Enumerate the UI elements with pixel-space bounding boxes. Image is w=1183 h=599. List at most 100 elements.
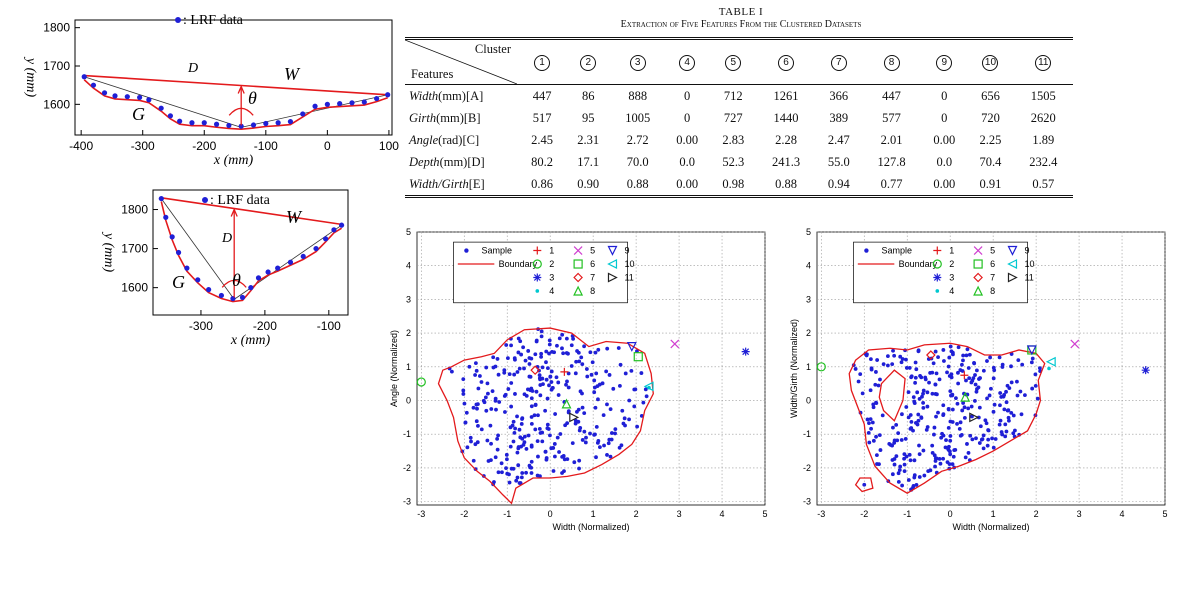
boundary-island [854,477,874,493]
sample-point [987,393,992,398]
sample-point [523,358,528,363]
feature-label: Width(mm)[A] [405,85,519,108]
sample-point [902,469,907,474]
sample-point [620,408,625,413]
x-tick-label: -100 [254,139,278,153]
x-tick-label: 2 [634,509,639,519]
sample-point [504,466,508,471]
x-tick-label: -400 [69,139,93,153]
x-tick-label: 100 [379,139,399,153]
cluster-marker [973,246,983,255]
sample-point [989,386,993,391]
sample-point [461,388,466,393]
table-cell: 447 [882,88,901,103]
table-cell: 2.47 [827,132,850,147]
sample-point [463,420,468,425]
table-cell: 447 [532,88,552,103]
sample-point [934,392,939,397]
sample-point [520,471,525,475]
sample-point [548,433,552,438]
sample-point [582,344,587,349]
sample-point [558,432,563,436]
sample-point [552,454,557,459]
lrf-data-point [324,101,330,107]
lrf-data-point [175,249,182,256]
legend-cluster-label: 2 [549,259,554,269]
sample-point [998,391,1003,395]
sample-point [526,349,531,353]
lrf-data-point [275,120,281,126]
sample-point [513,426,518,431]
sample-point [976,385,981,390]
sample-point [611,386,616,391]
lrf-data-point [213,121,220,127]
lrf-data-point [265,269,271,275]
sample-point [925,390,930,395]
sample-point [509,381,514,385]
sample-point [918,373,922,378]
sample-point [933,349,938,354]
x-tick-label: -300 [131,139,155,153]
table-cell: 2.01 [880,132,903,147]
cluster-marker [532,259,542,269]
cluster-header-4: 4 [664,37,711,85]
cluster-marker [530,365,540,376]
sample-point [489,441,493,446]
y-tick-label: 1600 [43,97,70,111]
sample-point [592,390,597,395]
sample-point [921,400,926,405]
sample-point [881,362,886,367]
sample-point [469,439,473,444]
sample-point [494,407,498,412]
sample-point [529,465,534,470]
feature-name: Angle [409,132,439,147]
sample-point [912,399,917,404]
y-tick-label: 1600 [121,281,148,295]
table-cell: 0.94 [815,173,862,198]
cluster-marker [560,367,569,376]
sample-point [528,374,533,379]
cluster-header-5: 5 [710,37,757,85]
sample-point [873,382,878,387]
sample-point [556,393,561,397]
cluster-marker [935,289,940,293]
x-tick-label: 3 [1077,509,1082,519]
sample-point [894,454,899,459]
y-tick-label: 1800 [43,21,70,35]
sample-point [613,427,618,431]
feature-table-block: TABLE I Extraction of Five Features From… [405,6,1077,198]
lrf-data-point [201,120,207,126]
y-tick-label: 4 [406,261,411,271]
y-tick-label: 4 [806,261,811,271]
sample-point [951,352,955,357]
table-cell: 1440 [773,110,799,125]
sample-point [871,438,876,443]
sample-point [537,426,542,431]
sample-point [981,433,986,438]
sample-point [930,450,935,455]
sample-point [966,451,971,455]
label-g: G [172,272,185,292]
lrf-data-point [81,74,87,80]
sample-point [957,426,962,431]
width-chord [161,197,342,226]
sample-point [616,346,621,350]
sample-point [992,402,997,407]
sample-point [524,447,529,451]
sample-point [991,445,996,450]
sample-point [627,398,632,403]
sample-point [986,428,991,432]
sample-point [891,348,895,353]
sample-point [512,372,517,377]
feature-unit: (mm)[A] [438,88,484,103]
sample-point [900,357,905,361]
sample-point [629,368,634,373]
sample-point [871,405,876,410]
cluster-marker [973,285,984,296]
sample-point [613,431,617,436]
sample-point [892,353,897,358]
legend-cluster-label: 8 [590,286,595,296]
cluster-number: 2 [580,54,597,71]
sample-point [473,442,478,447]
sample-point [897,468,902,472]
